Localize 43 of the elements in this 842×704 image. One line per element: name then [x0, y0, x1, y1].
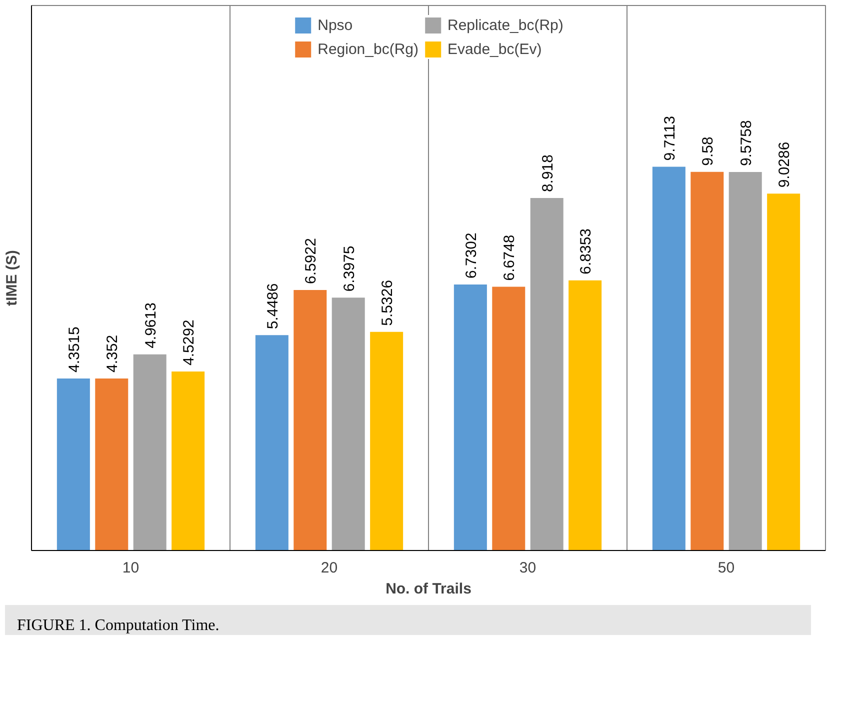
data-label: 4.352 [104, 334, 122, 373]
data-label: 5.4486 [264, 283, 282, 330]
caption: FIGURE 1. Computation Time. [17, 616, 220, 636]
bar [56, 378, 90, 550]
legend-label: Npso [318, 16, 353, 34]
legend-label: Replicate_bc(Rp) [448, 16, 564, 34]
x-tick-label: 30 [519, 560, 536, 576]
bar [133, 354, 166, 550]
data-label: 9.0286 [776, 142, 794, 188]
data-label: 6.6748 [501, 234, 518, 281]
data-label: 5.5326 [379, 280, 396, 326]
data-label: 6.3975 [340, 246, 358, 292]
data-label: 9.7113 [661, 116, 678, 161]
bar [370, 332, 404, 550]
bar [690, 172, 724, 550]
bar [728, 172, 762, 550]
bar [492, 286, 526, 550]
data-label: 6.8353 [578, 228, 595, 274]
bar [767, 194, 800, 550]
data-label: 4.9613 [142, 302, 160, 348]
bar [454, 284, 487, 550]
x-tick-label: 10 [122, 560, 140, 576]
bar [172, 372, 205, 550]
x-tick-label: 20 [320, 560, 338, 576]
bar [332, 298, 365, 550]
bar [568, 280, 602, 550]
legend-label: Region_bc(Rg) [318, 40, 418, 58]
bar [255, 335, 288, 550]
data-label: 4.5292 [180, 320, 198, 366]
data-label: 6.5922 [302, 238, 320, 284]
x-tick-label: 50 [718, 560, 735, 576]
bar [95, 378, 128, 550]
data-label: 6.7302 [462, 232, 480, 279]
legend-label: Evade_bc(Ev) [448, 40, 542, 58]
data-label: 8.918 [539, 154, 556, 192]
bar [652, 166, 686, 550]
x-axis-title: No. of Trails [386, 580, 472, 598]
data-label: 9.58 [700, 136, 717, 166]
data-label: 9.5758 [738, 120, 755, 166]
bar [530, 198, 564, 550]
data-label: 4.3515 [66, 326, 83, 373]
y-axis-title: tIME (S) [4, 250, 20, 306]
bar [294, 290, 327, 550]
